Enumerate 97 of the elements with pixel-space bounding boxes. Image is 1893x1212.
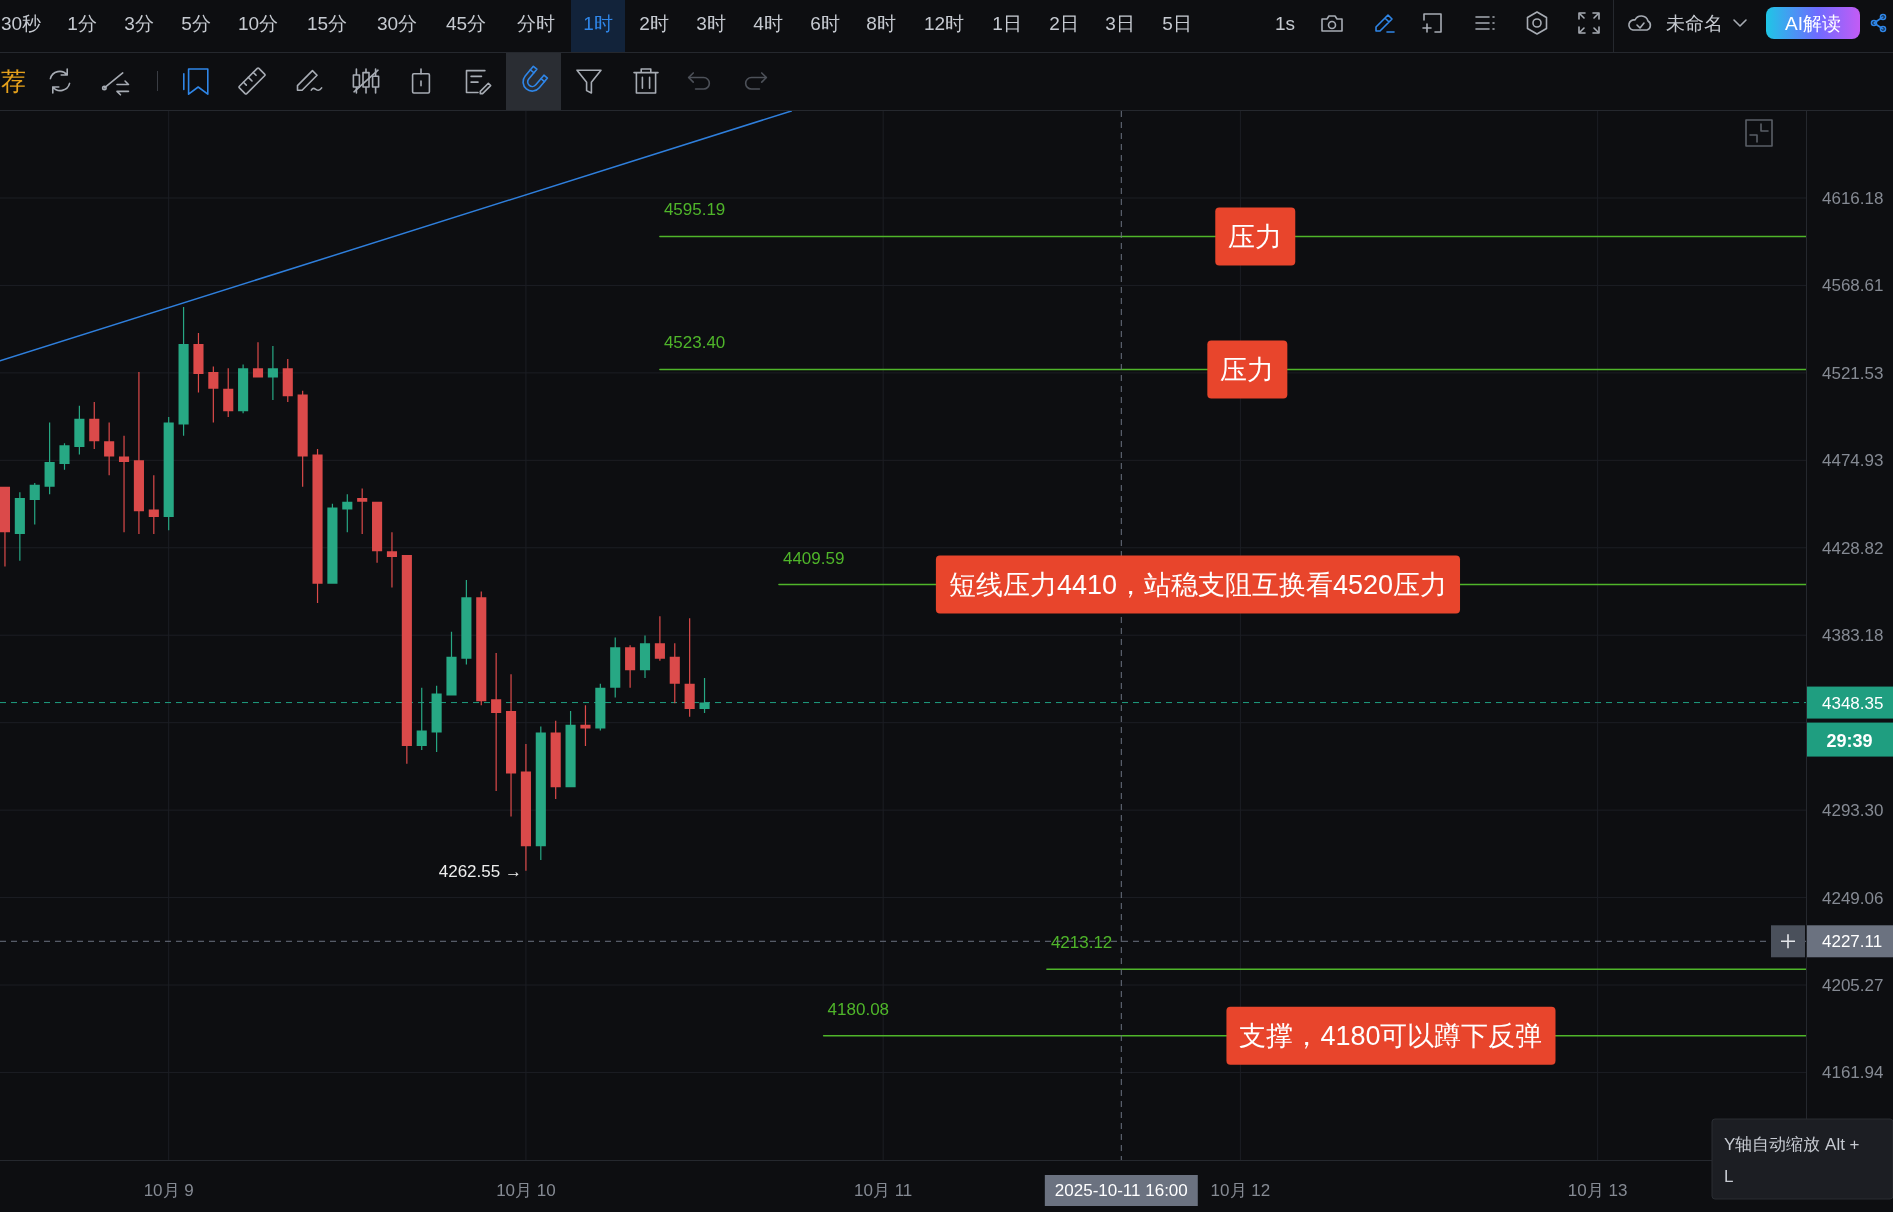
candlestick [104,422,115,476]
data-label: 4595.19 [663,200,726,220]
text: 10分 [237,13,279,34]
data-label: 4180.08 [827,999,890,1019]
data-label: 4523.40 [663,333,726,353]
candlestick [669,643,680,704]
candlestick [357,488,368,535]
text: 分时 [517,13,555,34]
candlestick [223,368,234,417]
candlestick [327,503,338,584]
candlestick [684,618,695,717]
text: 45分 [445,13,487,34]
candlestick [386,532,398,588]
text: 2日 [1049,13,1079,34]
text: 5分 [181,13,211,34]
text: 8时 [866,13,896,34]
candlestick [401,555,412,764]
candlestick [580,705,591,747]
x-tick-label: 10月 9 [143,1181,194,1200]
annotation: 压力 [1220,354,1275,385]
y-tick-label: 4249.06 [1822,888,1884,908]
candlestick [461,579,472,665]
candlestick [476,591,487,706]
text: 1日 [992,13,1022,34]
y-tick-label: 4205.27 [1822,976,1884,996]
data-label: 4213.12 [1050,933,1113,953]
text: AI解读 [1785,13,1841,34]
x-tick-label: 10月 11 [854,1181,913,1200]
candlestick [208,366,219,423]
y-tick-label: 4161.94 [1822,1063,1884,1083]
y-tick-label: 4474.93 [1822,451,1884,471]
text: 30分 [376,13,418,34]
text: 1时 [583,13,613,34]
candlestick [118,435,130,533]
x-tick-label: 10月 13 [1567,1181,1628,1200]
candlestick [372,501,383,563]
data-label: 4409.59 [782,548,845,568]
x-tick-label: 10月 12 [1210,1181,1271,1200]
candlestick [505,674,517,817]
text: 6时 [810,13,840,34]
annotation: 支撑，4180可以蹲下反弹 [1239,1021,1543,1052]
annotation: 短线压力4410，站稳支阻互换看4520压力 [948,570,1448,601]
candlestick [491,652,502,792]
text: 3分 [124,13,154,34]
text: 30秒 [1,13,42,34]
candlestick [44,422,55,495]
text: 1分 [67,13,97,34]
ref-line-label: 4227.11 [1822,932,1883,952]
candlestick [148,475,159,535]
candlestick [89,401,100,449]
candlestick [178,306,189,436]
candlestick [252,342,264,378]
text: 荐 [1,67,26,95]
ref-line-label: 2025-10-11 16:00 [1054,1181,1188,1200]
y-tick-label: 4293.30 [1822,801,1884,821]
candlestick [565,711,576,788]
candlestick [238,364,249,414]
text: 29:39 [1826,730,1873,751]
ref-line-label: 4348.35 [1822,693,1884,713]
text: 3日 [1105,13,1135,34]
y-tick-label: 4568.61 [1822,276,1884,296]
candlestick [0,486,11,567]
candlestick [625,645,636,688]
text: 3时 [696,13,726,34]
x-tick-label: 10月 10 [496,1181,556,1200]
candlestick [312,448,323,603]
y-tick-label: 4616.18 [1822,189,1884,208]
annotation: Y轴自动缩放 Alt + L [1724,1135,1860,1186]
annotation: 压力 [1228,221,1283,252]
candlestick [610,637,621,698]
candlestick [654,616,665,661]
candlestick [163,416,174,531]
text: 15分 [306,13,348,34]
candlestick [639,635,651,679]
candlestick [193,332,204,393]
text: 12时 [923,13,965,34]
candlestick [550,720,561,799]
candlestick [59,443,70,470]
text: 2时 [639,13,669,34]
text: 未命名 [1665,13,1723,34]
y-tick-label: 4383.18 [1822,626,1884,646]
text: 5日 [1162,13,1192,34]
annotation: 4262.55 → [438,861,522,881]
candlestick [520,744,531,871]
candlestick [535,726,546,861]
candlestick [297,390,308,487]
y-tick-label: 4521.53 [1822,363,1884,383]
text: 4时 [753,13,783,34]
candlestick [74,405,85,455]
candlestick [29,482,40,525]
candlestick [14,492,25,561]
candlestick [133,372,144,535]
text: 1s [1274,13,1296,34]
candlestick [446,631,457,696]
candlestick [282,358,293,402]
candlestick [267,345,278,401]
y-tick-label: 4428.82 [1822,538,1884,558]
